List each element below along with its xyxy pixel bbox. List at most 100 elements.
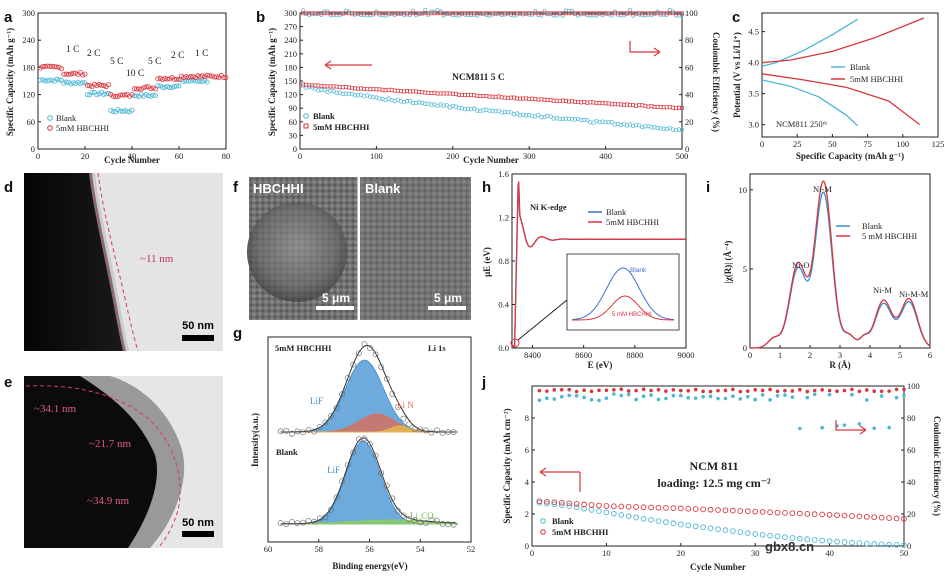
chart-j-hb-point [558, 499, 565, 506]
xps-bottom-data-point [350, 449, 357, 456]
chart-a-point [145, 93, 151, 99]
chart-j-hb-point [648, 504, 654, 511]
xps-bottom-data-point [367, 441, 373, 447]
legend-j-hb: 5mM HBCHHI [552, 527, 609, 537]
chart-a-point [63, 71, 69, 77]
chart-a-point [122, 108, 128, 114]
chart-a-point [188, 78, 194, 84]
chart-j-hb-point [596, 502, 602, 509]
chart-b-blank-point [569, 117, 575, 122]
xps-bottom-data-point [294, 520, 301, 527]
chart-j-hb-ce [812, 388, 817, 393]
chart-j-blank-ce [842, 423, 847, 427]
panel-label-b: b [256, 9, 265, 26]
chart-j-hb-ce [552, 388, 557, 392]
chart-a-point [199, 73, 205, 79]
chart-b-blank-point [316, 88, 321, 93]
chart-a-point [77, 81, 83, 87]
chart-b-blank-point [429, 102, 434, 107]
chart-a-point [49, 63, 55, 69]
chart-a-point [136, 86, 142, 92]
chart-j-blank-ce [760, 393, 765, 397]
xps-top-data-point [406, 421, 412, 428]
chart-h: 8400 8600 8800 9000 0.0 0.4 0.8 1.2 1.6 Ni K-edg… [482, 169, 695, 370]
legend-i-hb: 5 mM HBCHHI [862, 231, 917, 241]
chart-j-blank-point [588, 506, 595, 513]
peak-label-nio: Ni-O [792, 260, 809, 270]
chart-b-blank-point [407, 98, 413, 104]
x-tick-label: 8800 [626, 350, 643, 360]
chart-j-hb-point [901, 515, 907, 522]
chart-j-blank-ce [865, 398, 869, 402]
chart-b-blank-point [600, 119, 605, 124]
chart-b-blank-point [563, 116, 569, 121]
chart-a-point [120, 92, 126, 98]
chart-b-blank-point [545, 113, 550, 119]
chart-j-blank-point [677, 521, 684, 528]
y-tick-label: 210 [284, 49, 297, 59]
chart-j-hb-point [878, 514, 885, 521]
chart-j-hb-ce [835, 389, 839, 394]
chart-j-hb-point [893, 515, 900, 522]
sem-scale-right-label: 5 μm [434, 291, 462, 305]
chart-c-annotation: NCM811 250ᵗʰ [776, 119, 827, 129]
xps-top-data-point [428, 429, 435, 436]
chart-j-blank-ce [812, 392, 817, 397]
xps-bottom-data-point [361, 435, 368, 442]
chart-b-blank-point [328, 88, 333, 93]
chart-i-ylabel: |χ(R)| (Å⁻⁴) [723, 241, 733, 284]
chart-j-hb-point [796, 510, 803, 517]
y-tick-label: 10 [739, 185, 748, 195]
chart-a-point [155, 83, 161, 89]
chart-j-blank-ce [671, 393, 676, 398]
sem-image-f: HBCHHI Blank 5 μm 5 μm [247, 177, 471, 320]
chart-b: 0 100 200 300 400 500030609012015018021024027… [267, 7, 721, 165]
chart-g-ylabel: Intensity(a.u.) [250, 413, 260, 467]
chart-j-hb-ce [768, 387, 772, 392]
chart-j-hb-point [715, 507, 721, 513]
chart-b-blank-point [585, 118, 590, 123]
y-tick-label: 1.2 [498, 213, 509, 223]
chart-b-blank-ce [588, 13, 593, 18]
chart-h-inset [566, 253, 680, 331]
y-tick-label: 0 [525, 541, 529, 551]
peak-label-nimm: Ni-M-M [899, 289, 929, 299]
interface-line-outer [97, 172, 139, 352]
xps-bottom-data-point [439, 521, 446, 527]
chart-b-blank-ce [609, 13, 614, 18]
chart-a-point [207, 73, 213, 79]
interface-line-inner [89, 172, 125, 352]
panel-label-i: i [706, 179, 710, 196]
chart-b-blank-point [566, 116, 572, 121]
chart-j-hb-ce [604, 388, 609, 393]
chart-j-blank-ce [693, 396, 698, 400]
chart-a-point [171, 76, 177, 82]
chart-j-blank-point [633, 514, 640, 521]
xps-bottom-data-point [400, 512, 407, 519]
x-tick-label: 100 [370, 151, 383, 161]
chart-b-blank-point [530, 114, 535, 119]
chart-a-point [70, 70, 76, 76]
chart-a-point [167, 85, 173, 91]
chart-b-blank-point [609, 120, 614, 125]
x-tick-label: 0 [298, 151, 302, 161]
xps-bottom-title: Blank [276, 447, 298, 457]
chart-j-hb-ce [753, 387, 757, 392]
chart-a-point [150, 92, 156, 98]
xps-top-data-point [439, 429, 446, 436]
chart-j-hb-point [551, 499, 558, 506]
chart-a-point [185, 75, 191, 81]
x-tick-label: 60 [175, 151, 184, 161]
chart-j-hb-ce [537, 388, 542, 393]
scalebar-d [182, 335, 214, 341]
chart-j-blank-point [551, 501, 558, 508]
xps-top-title: 5mM HBCHHI [275, 343, 332, 353]
chart-b-annotation: NCM811 5 C [452, 73, 505, 83]
y-tick-label: 4 [525, 477, 530, 487]
chart-b-blank-ce [631, 13, 636, 18]
xps-top-data-point [395, 404, 401, 410]
chart-j-hb-point [804, 510, 811, 517]
chart-j-blank-ce [559, 394, 564, 399]
xps-lif-top: LiF [310, 396, 323, 406]
chart-j-blank-point [856, 540, 863, 546]
